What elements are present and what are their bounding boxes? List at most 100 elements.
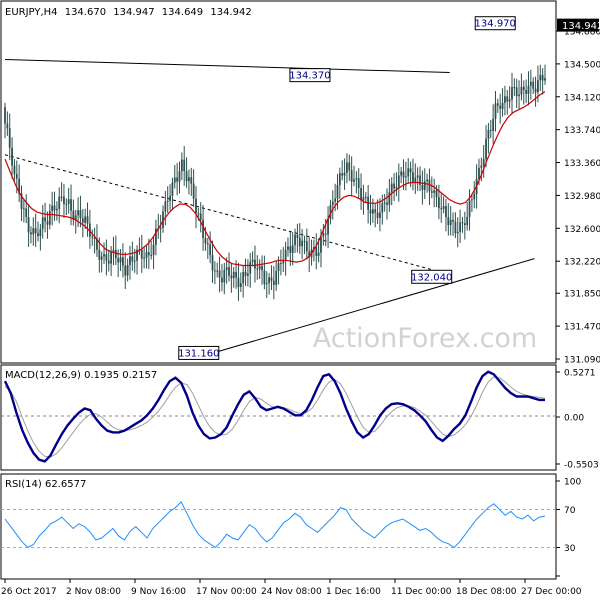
candle xyxy=(492,104,495,144)
candle xyxy=(199,202,202,233)
candle xyxy=(91,229,94,246)
candle xyxy=(147,238,150,270)
rsi-tick-label: 100 xyxy=(564,478,581,488)
x-tick-label: 27 Dec 00:00 xyxy=(521,587,582,597)
price-tick-label: 133.360 xyxy=(564,159,600,169)
candle xyxy=(470,193,473,212)
candle xyxy=(376,199,379,224)
candle xyxy=(350,156,353,196)
candle xyxy=(176,162,179,196)
candle xyxy=(225,257,228,284)
candle xyxy=(529,69,532,100)
candle xyxy=(105,239,108,276)
candle xyxy=(412,158,414,191)
candle xyxy=(124,252,127,290)
candle xyxy=(195,186,197,229)
candle xyxy=(183,146,186,186)
candle xyxy=(282,246,285,273)
candle xyxy=(414,163,417,194)
candle xyxy=(119,249,122,271)
candle xyxy=(263,255,266,290)
candle xyxy=(539,64,542,92)
price-tick-label: 134.120 xyxy=(564,93,600,103)
candlesticks xyxy=(4,64,546,301)
candle xyxy=(25,194,28,224)
candle xyxy=(501,88,504,117)
candle xyxy=(381,194,384,225)
candle xyxy=(242,265,245,298)
candle xyxy=(303,235,306,255)
candle xyxy=(371,198,374,223)
candle xyxy=(506,90,509,115)
candle xyxy=(489,119,492,139)
candle xyxy=(305,228,308,259)
candle xyxy=(317,238,320,263)
candle xyxy=(520,73,523,101)
candle xyxy=(454,212,457,239)
candle xyxy=(518,80,520,110)
candle xyxy=(39,223,42,251)
candle xyxy=(51,191,54,226)
candle xyxy=(284,241,287,276)
candle xyxy=(88,209,91,249)
price-annotation: 131.160 xyxy=(178,345,219,360)
candle xyxy=(397,163,400,202)
candle xyxy=(138,237,141,255)
candle xyxy=(169,184,171,211)
candle xyxy=(136,245,138,275)
watermark: ActionForex.com xyxy=(313,323,538,354)
candle xyxy=(48,204,51,230)
candle xyxy=(442,196,445,214)
candle xyxy=(30,226,32,244)
candle xyxy=(55,201,58,221)
macd-header: MACD(12,26,9) 0.1935 0.2157 xyxy=(5,370,157,381)
candle xyxy=(70,184,72,226)
candle xyxy=(331,190,334,220)
candle xyxy=(58,187,61,224)
candle xyxy=(268,272,271,295)
candle xyxy=(157,213,160,239)
candle xyxy=(499,93,502,124)
rsi-panel-frame xyxy=(0,473,557,580)
candle xyxy=(112,236,115,266)
candle xyxy=(487,122,490,154)
candle xyxy=(249,253,252,288)
rsi-header: RSI(14) 62.6577 xyxy=(5,479,86,490)
candle xyxy=(126,258,129,282)
candle xyxy=(360,173,362,210)
candle xyxy=(18,164,21,203)
candle xyxy=(374,203,377,228)
candle xyxy=(60,182,63,202)
candle xyxy=(37,221,39,242)
x-tick-label: 17 Nov 00:00 xyxy=(196,587,257,597)
candle xyxy=(22,199,25,223)
candle xyxy=(452,212,454,237)
candle xyxy=(440,193,443,223)
candle xyxy=(86,202,89,237)
candle xyxy=(421,170,424,205)
candle xyxy=(32,217,35,246)
candle xyxy=(20,185,23,221)
candle xyxy=(143,247,146,269)
trendline xyxy=(195,258,535,359)
candle xyxy=(522,80,525,105)
candle xyxy=(433,178,436,208)
x-tick-label: 2 Nov 08:00 xyxy=(66,587,121,597)
candle xyxy=(270,265,273,291)
macd-tick-label: 0.5271 xyxy=(564,369,596,379)
price-tick-label: 132.980 xyxy=(564,192,600,202)
candle xyxy=(93,227,96,254)
candle xyxy=(185,157,188,188)
price-tick-label: 131.470 xyxy=(564,323,600,333)
close-value: 134.942 xyxy=(210,7,251,18)
candle xyxy=(390,177,393,206)
candle xyxy=(386,188,388,220)
price-tick-label: 134.500 xyxy=(564,60,600,70)
candle xyxy=(416,167,419,191)
candle xyxy=(211,240,214,283)
candle xyxy=(461,217,464,233)
candle xyxy=(180,152,183,181)
candle xyxy=(63,183,65,218)
candle xyxy=(275,260,278,291)
high-value: 134.947 xyxy=(113,7,154,18)
